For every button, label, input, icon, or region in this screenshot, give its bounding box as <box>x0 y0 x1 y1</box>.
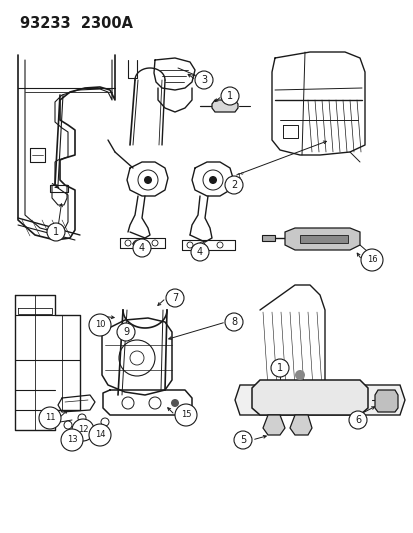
Circle shape <box>294 370 304 380</box>
Circle shape <box>271 359 288 377</box>
Polygon shape <box>299 235 347 243</box>
Circle shape <box>233 431 252 449</box>
Text: 3: 3 <box>200 75 206 85</box>
Circle shape <box>152 240 158 246</box>
Circle shape <box>166 289 183 307</box>
Circle shape <box>89 314 111 336</box>
Polygon shape <box>261 235 274 241</box>
Text: 16: 16 <box>366 255 376 264</box>
Circle shape <box>195 71 212 89</box>
Circle shape <box>199 242 204 248</box>
Text: 1: 1 <box>226 91 233 101</box>
Circle shape <box>224 313 242 331</box>
Text: 8: 8 <box>230 317 237 327</box>
Circle shape <box>216 242 223 248</box>
Circle shape <box>144 176 152 184</box>
Polygon shape <box>262 415 284 435</box>
Text: 7: 7 <box>171 293 178 303</box>
Circle shape <box>47 223 65 241</box>
Text: 14: 14 <box>95 431 105 440</box>
Polygon shape <box>235 385 404 415</box>
Text: 13: 13 <box>66 435 77 445</box>
Circle shape <box>78 414 86 422</box>
Circle shape <box>133 239 151 257</box>
Circle shape <box>348 411 366 429</box>
Circle shape <box>39 407 61 429</box>
Text: 15: 15 <box>180 410 191 419</box>
Text: 93233  2300A: 93233 2300A <box>20 16 133 31</box>
Circle shape <box>125 240 131 246</box>
Text: 4: 4 <box>139 243 145 253</box>
Circle shape <box>221 87 238 105</box>
Polygon shape <box>284 228 359 250</box>
Text: 11: 11 <box>45 414 55 423</box>
Polygon shape <box>252 380 367 415</box>
Text: 4: 4 <box>197 247 202 257</box>
Text: 1: 1 <box>53 227 59 237</box>
Text: 12: 12 <box>78 425 88 434</box>
Circle shape <box>101 418 109 426</box>
Circle shape <box>117 323 135 341</box>
Circle shape <box>175 404 197 426</box>
Text: 9: 9 <box>123 327 129 337</box>
Circle shape <box>61 429 83 451</box>
Polygon shape <box>211 100 237 112</box>
Text: 1°: 1° <box>235 173 243 179</box>
Circle shape <box>84 426 92 434</box>
Text: 5: 5 <box>239 435 246 445</box>
Circle shape <box>224 176 242 194</box>
Circle shape <box>72 419 94 441</box>
Text: 1: 1 <box>276 363 282 373</box>
Circle shape <box>209 176 216 184</box>
Circle shape <box>360 249 382 271</box>
Polygon shape <box>289 415 311 435</box>
Circle shape <box>134 240 140 246</box>
Circle shape <box>190 243 209 261</box>
Circle shape <box>64 421 72 429</box>
Text: 10: 10 <box>95 320 105 329</box>
Circle shape <box>187 242 192 248</box>
Polygon shape <box>374 390 397 412</box>
Circle shape <box>171 399 178 407</box>
Text: 6: 6 <box>354 415 360 425</box>
Circle shape <box>89 424 111 446</box>
Text: 2: 2 <box>230 180 237 190</box>
